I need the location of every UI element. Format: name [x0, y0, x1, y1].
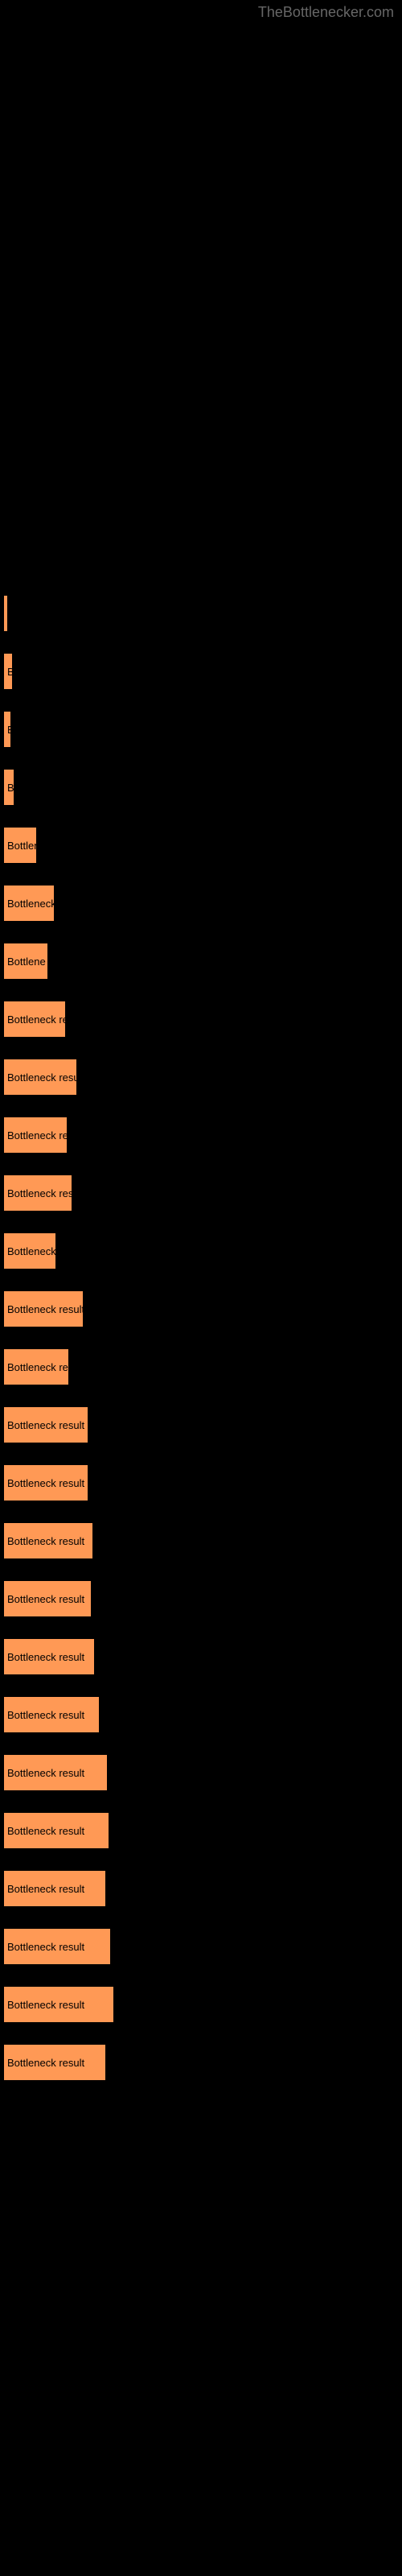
bar: Bottleneck re: [4, 1001, 65, 1037]
bar: Bottleneck result: [4, 1581, 91, 1616]
bar: Bottleneck result: [4, 1465, 88, 1501]
bar-label: Bottleneck result: [7, 1419, 84, 1431]
bar-row: [4, 596, 402, 631]
bar: B: [4, 654, 12, 689]
bar-row: Bottleneck re: [4, 1117, 402, 1153]
bar: Bottleneck result: [4, 1987, 113, 2022]
bar-row: Bottleneck result: [4, 1407, 402, 1443]
bar: Bottlene: [4, 943, 47, 979]
bar: Bottleneck re: [4, 1117, 67, 1153]
bar: Bottleneck result: [4, 1407, 88, 1443]
bar-label: Bottleneck result: [7, 1303, 83, 1315]
bar-label: Bottleneck result: [7, 1535, 84, 1547]
bar: Bottleneck result: [4, 1929, 110, 1964]
bar: Bottleneck: [4, 886, 54, 921]
watermark-text: TheBottlenecker.com: [258, 4, 394, 21]
bar-label: Bottleneck res: [7, 1187, 72, 1199]
bar-row: Bottleneck result: [4, 1465, 402, 1501]
bar-row: Bottleneck: [4, 1233, 402, 1269]
bar: Bottlen: [4, 828, 36, 863]
bar-row: Bottleneck result: [4, 1581, 402, 1616]
bar-label: Bottleneck result: [7, 1999, 84, 2011]
bar-row: Bottleneck result: [4, 1987, 402, 2022]
bar-row: Bottleneck result: [4, 1291, 402, 1327]
bar-row: B: [4, 770, 402, 805]
bar: Bottleneck re: [4, 1349, 68, 1385]
bar: B: [4, 712, 10, 747]
bar-label: Bottleneck result: [7, 1767, 84, 1779]
bar-row: B: [4, 654, 402, 689]
bar-label: Bottleneck re: [7, 1013, 65, 1026]
bar-label: Bottleneck resu: [7, 1071, 76, 1084]
bar-row: Bottleneck result: [4, 1871, 402, 1906]
bar-label: Bottleneck result: [7, 1593, 84, 1605]
bar-label: Bottleneck result: [7, 1477, 84, 1489]
bar-row: Bottleneck result: [4, 1639, 402, 1674]
bar-row: Bottleneck resu: [4, 1059, 402, 1095]
bar-label: Bottleneck result: [7, 1941, 84, 1953]
bar-row: Bottleneck result: [4, 1813, 402, 1848]
bar-label: Bottleneck result: [7, 2057, 84, 2069]
bar-row: Bottlen: [4, 828, 402, 863]
bar-label: Bottleneck re: [7, 1361, 68, 1373]
bar-row: Bottlene: [4, 943, 402, 979]
bar: Bottleneck result: [4, 1755, 107, 1790]
bar-row: Bottleneck result: [4, 1523, 402, 1558]
bar-label: Bottleneck: [7, 1245, 55, 1257]
bar: Bottleneck result: [4, 1697, 99, 1732]
bar-label: Bottlen: [7, 840, 36, 852]
bar-label: Bottleneck result: [7, 1709, 84, 1721]
bar: Bottleneck res: [4, 1175, 72, 1211]
bar-row: Bottleneck result: [4, 1755, 402, 1790]
bar-label: Bottleneck result: [7, 1651, 84, 1663]
bar: Bottleneck resu: [4, 1059, 76, 1095]
bar-row: Bottleneck result: [4, 1697, 402, 1732]
bar: Bottleneck: [4, 1233, 55, 1269]
bar-label: Bottleneck re: [7, 1129, 67, 1141]
bar-row: Bottleneck result: [4, 1929, 402, 1964]
bar-label: B: [7, 724, 10, 736]
bar-label: B: [7, 782, 14, 794]
bar-label: B: [7, 666, 12, 678]
bar-label: Bottleneck result: [7, 1883, 84, 1895]
bar-row: Bottleneck res: [4, 1175, 402, 1211]
bar-label: Bottleneck: [7, 898, 54, 910]
bar: Bottleneck result: [4, 1639, 94, 1674]
bar-row: Bottleneck re: [4, 1349, 402, 1385]
bar: Bottleneck result: [4, 1523, 92, 1558]
bar: [4, 596, 7, 631]
bar-label: Bottleneck result: [7, 1825, 84, 1837]
bar-chart: B B B Bottlen Bottleneck Bottlene Bottleneck r…: [0, 0, 402, 2135]
bar: Bottleneck result: [4, 1813, 109, 1848]
bar-row: Bottleneck re: [4, 1001, 402, 1037]
bar: Bottleneck result: [4, 1291, 83, 1327]
bar-row: Bottleneck: [4, 886, 402, 921]
bar: Bottleneck result: [4, 2045, 105, 2080]
bar: B: [4, 770, 14, 805]
bar: Bottleneck result: [4, 1871, 105, 1906]
bar-row: B: [4, 712, 402, 747]
bar-label: Bottlene: [7, 956, 46, 968]
bar-row: Bottleneck result: [4, 2045, 402, 2080]
